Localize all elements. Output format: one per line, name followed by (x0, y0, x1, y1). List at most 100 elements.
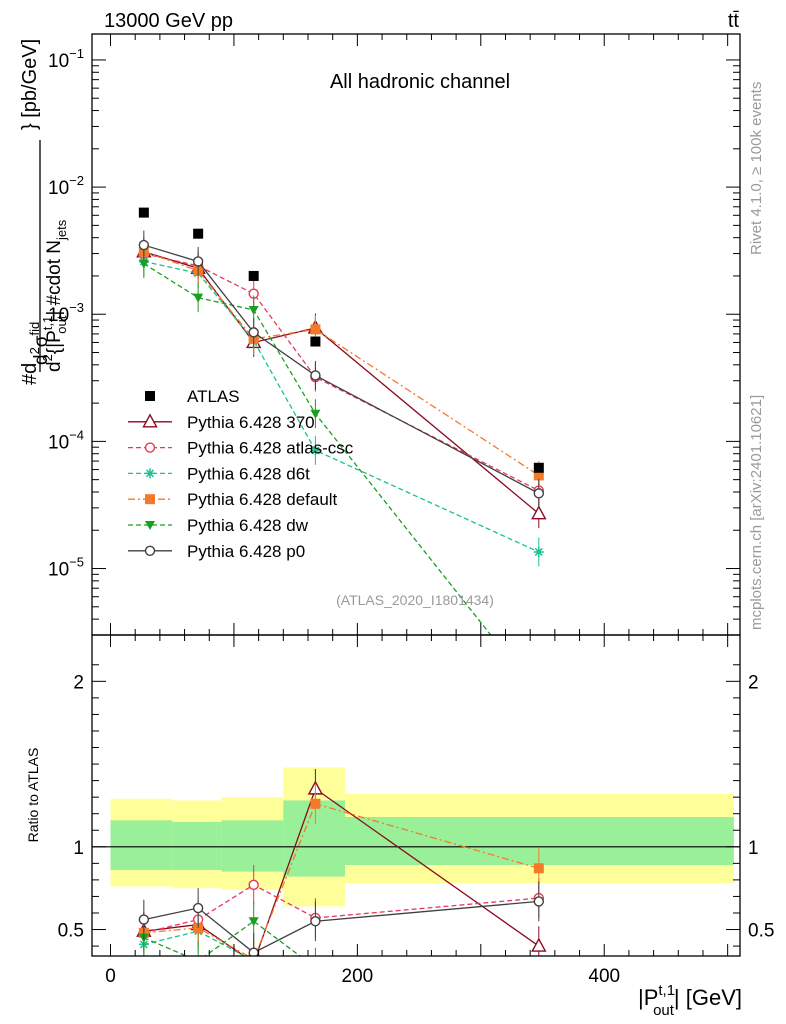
legend: ATLAS Pythia 6.428 370 Pythia 6.428 atlas-… (128, 387, 354, 561)
ratio-point-pythia-6-428-default (310, 798, 321, 809)
x-tick-label: 200 (342, 966, 374, 987)
process-label: tt̄ (728, 10, 740, 32)
ratio-frame (91, 634, 741, 957)
ratio-point-pythia-6-428-d6t (310, 984, 320, 994)
legend-marker (145, 494, 155, 505)
legend-label: Pythia 6.428 370 (187, 413, 315, 432)
x-axis-label: |Pt,1 out| [GeV] (638, 982, 742, 1019)
point-pythia-6-428-p0 (192, 256, 204, 267)
ratio-point-pythia-6-428-370 (252, 954, 255, 956)
y-tick-label: 10−3 (48, 300, 84, 326)
point-pythia-6-428-dw (138, 259, 149, 269)
ratio-line-pythia-6-428-370 (143, 787, 540, 956)
ratio-point-pythia-6-428-dw (310, 964, 320, 973)
legend-item-pythia-6-428-p0: Pythia 6.428 p0 (128, 542, 305, 561)
ratio-y-tick-label-right: 1 (748, 838, 759, 859)
ratio-point-pythia-6-428-default (533, 863, 544, 874)
point-pythia-6-428-p0 (533, 488, 545, 499)
uncertainty-band-inner (110, 820, 173, 870)
point-atlas (533, 462, 544, 473)
legend-item-atlas: ATLAS (145, 387, 240, 406)
point-atlas (193, 228, 204, 239)
analysis-label: (ATLAS_2020_I1801434) (336, 592, 494, 608)
point-pythia-6-428-p0 (248, 327, 259, 338)
legend-label: Pythia 6.428 atlas-csc (187, 439, 354, 458)
ratio-point-pythia-6-428-dw (248, 917, 259, 927)
series-atlas (138, 207, 544, 473)
energy-label: 13000 GeV pp (104, 10, 233, 32)
main-plot-area (136, 207, 547, 701)
uncertainty-band-inner (345, 817, 734, 865)
ratio-point-pythia-6-428-p0 (310, 916, 321, 927)
main-panel: All hadronic channel (ATLAS_2020_I180143… (48, 33, 741, 701)
ratio-point-pythia-6-428-dw (193, 957, 203, 966)
ratio-point-pythia-6-428-d6t (252, 955, 255, 956)
legend-label: Pythia 6.428 dw (187, 516, 309, 535)
point-atlas (138, 207, 149, 218)
plot-title: All hadronic channel (330, 71, 510, 93)
y-tick-label: 10−5 (48, 555, 84, 581)
point-atlas (310, 336, 321, 347)
point-pythia-6-428-dw (248, 305, 259, 315)
ratio-y-tick-label: 2 (73, 672, 84, 693)
legend-marker (144, 545, 156, 556)
legend-marker (145, 468, 155, 479)
legend-marker (144, 442, 156, 453)
ratio-axes: 0.5 0.5 1 1 2 2 0 200 400 (58, 635, 774, 987)
uncertainty-band-inner (221, 820, 284, 872)
ratio-y-tick-label: 1 (73, 838, 84, 859)
legend-item-pythia-6-428-d6t: Pythia 6.428 d6t (128, 464, 310, 483)
y-tick-label: 10−1 (48, 46, 84, 72)
ratio-point-pythia-6-428-p0 (192, 902, 204, 914)
x-tick-label: 400 (588, 966, 620, 987)
ratio-point-pythia-6-428-d6t (534, 971, 544, 981)
legend-item-pythia-6-428-370: Pythia 6.428 370 (128, 413, 315, 432)
point-pythia-6-428-d6t (310, 445, 321, 456)
ratio-y-tick-label-right: 0.5 (748, 921, 774, 942)
ratio-line-pythia-6-428-default (143, 802, 539, 956)
legend-marker (145, 391, 155, 401)
uncertainty-band-inner (283, 800, 346, 877)
ylabel-denominator: d2{|Pt,1out| #cdot Njets (40, 219, 69, 372)
ratio-plot-area (92, 767, 740, 1014)
main-ylabel: #d d2σfid d2{|Pt,1out| #cdot Njets } [pb… (19, 39, 69, 385)
ratio-point-pythia-6-428-dw (534, 1005, 544, 1014)
legend-item-pythia-6-428-atlas-csc: Pythia 6.428 atlas-csc (128, 439, 354, 458)
point-pythia-6-428-default (310, 324, 321, 335)
point-pythia-6-428-default (533, 470, 544, 481)
point-pythia-6-428-p0 (310, 370, 321, 381)
ratio-point-pythia-6-428-atlas-csc (248, 879, 259, 891)
legend-label: Pythia 6.428 default (187, 490, 338, 509)
ylabel-text: #d (19, 363, 41, 385)
point-pythia-6-428-dw (193, 293, 204, 303)
legend-label: Pythia 6.428 p0 (187, 542, 305, 561)
ratio-ylabel: Ratio to ATLAS (25, 748, 41, 843)
y-tick-label: 10−4 (48, 427, 84, 453)
point-pythia-6-428-dw (534, 692, 544, 701)
xlabel-text: |Pt,1 out| [GeV] (638, 982, 742, 1019)
legend-item-pythia-6-428-default: Pythia 6.428 default (128, 490, 338, 509)
legend-marker (145, 521, 155, 530)
legend-item-pythia-6-428-dw: Pythia 6.428 dw (128, 516, 309, 535)
ylabel-units: } [pb/GeV] (19, 39, 41, 130)
point-pythia-6-428-d6t (533, 546, 544, 557)
main-axes: 10−1 10−2 10−3 10−4 10−5 (48, 34, 740, 636)
mcplots-url: mcplots.cern.ch [arXiv:2401.10621] (748, 395, 765, 630)
point-pythia-6-428-370 (531, 505, 547, 520)
ratio-y-tick-label-right: 2 (748, 672, 759, 693)
series-pythia-6-428-p0 (138, 230, 545, 508)
legend-label: ATLAS (187, 387, 240, 406)
point-atlas (248, 270, 259, 281)
uncertainty-band-inner (172, 821, 222, 870)
ratio-point-pythia-6-428-p0 (533, 896, 545, 907)
point-pythia-6-428-dw (310, 409, 321, 419)
ratio-series-pythia-6-428-p0 (138, 881, 545, 956)
ratio-panel: 0.5 0.5 1 1 2 2 0 200 400 Ratio to ATLAS (25, 634, 774, 1014)
ratio-point-pythia-6-428-p0 (138, 914, 150, 925)
point-pythia-6-428-p0 (138, 239, 150, 251)
ratio-y-tick-label: 0.5 (58, 921, 84, 942)
y-tick-label: 10−2 (48, 173, 84, 199)
ratio-point-pythia-6-428-370 (531, 937, 547, 952)
rivet-info: Rivet 4.1.0, ≥ 100k events (748, 82, 765, 255)
